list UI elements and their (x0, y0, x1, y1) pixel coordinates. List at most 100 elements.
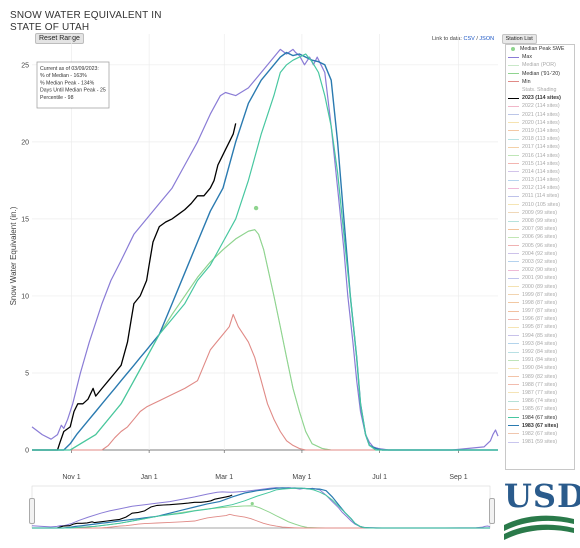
legend-item[interactable]: 2019 (114 sites) (506, 127, 574, 135)
legend-item[interactable]: 1995 (87 sites) (506, 323, 574, 331)
legend-swatch (508, 97, 519, 99)
json-link[interactable]: JSON (479, 36, 495, 42)
stats-box-line: Current as of 03/09/2023: (40, 66, 99, 72)
legend-item[interactable]: Median (POR) (506, 61, 574, 69)
range-handle-right[interactable] (489, 498, 495, 524)
legend-item[interactable]: 1988 (77 sites) (506, 381, 574, 389)
legend-item[interactable]: 2010 (105 sites) (506, 201, 574, 209)
legend-item[interactable]: 1998 (87 sites) (506, 299, 574, 307)
stats-box-line: Days Until Median Peak - 25 (40, 88, 106, 94)
legend-swatch (508, 228, 519, 230)
legend-item[interactable]: 2008 (99 sites) (506, 217, 574, 225)
legend-label: 2010 (105 sites) (522, 201, 560, 208)
legend-swatch (508, 294, 519, 296)
legend-item[interactable]: 2022 (114 sites) (506, 102, 574, 110)
range-handle-left[interactable] (29, 498, 35, 524)
legend-item[interactable]: 1994 (85 sites) (506, 332, 574, 340)
legend-swatch (508, 171, 519, 173)
legend-item[interactable]: 2006 (96 sites) (506, 233, 574, 241)
legend-item[interactable]: 2023 (114 sites) (506, 94, 574, 102)
median-peak-marker[interactable] (253, 205, 259, 211)
legend-label: 1991 (84 sites) (522, 357, 558, 364)
legend-item[interactable]: 1987 (77 sites) (506, 389, 574, 397)
legend-item[interactable]: 1983 (67 sites) (506, 422, 574, 430)
legend-swatch (508, 64, 519, 66)
station-list-button[interactable]: Station List (501, 34, 537, 44)
legend-item[interactable]: 2000 (89 sites) (506, 282, 574, 290)
legend-item[interactable]: 1991 (84 sites) (506, 356, 574, 364)
legend-swatch (508, 114, 519, 116)
legend-swatch (508, 130, 519, 132)
legend-item[interactable]: 2009 (99 sites) (506, 209, 574, 217)
range-navigator[interactable] (31, 485, 491, 529)
legend-swatch (508, 359, 519, 361)
legend-item[interactable]: 1993 (84 sites) (506, 340, 574, 348)
legend-label: 2011 (114 sites) (522, 193, 560, 200)
legend-label: 2004 (92 sites) (522, 250, 558, 257)
y-tick-label: 15 (21, 216, 29, 223)
legend-item[interactable]: 1989 (82 sites) (506, 373, 574, 381)
legend-item[interactable]: 1984 (67 sites) (506, 413, 574, 421)
legend-item[interactable]: 1982 (67 sites) (506, 430, 574, 438)
legend-item[interactable]: Median ('91-'20) (506, 70, 574, 78)
legend-item[interactable]: 2005 (96 sites) (506, 242, 574, 250)
legend-item[interactable]: 2001 (90 sites) (506, 274, 574, 282)
legend-label: 1994 (85 sites) (522, 332, 558, 339)
legend-label: 1986 (74 sites) (522, 398, 558, 405)
legend-item[interactable]: 2004 (92 sites) (506, 250, 574, 258)
legend-item[interactable]: 2003 (92 sites) (506, 258, 574, 266)
legend-item[interactable]: 1986 (74 sites) (506, 397, 574, 405)
y-tick-label: 0 (25, 448, 29, 455)
legend-item[interactable]: 2016 (114 sites) (506, 151, 574, 159)
legend-item[interactable]: 2011 (114 sites) (506, 192, 574, 200)
legend-item[interactable]: Max (506, 53, 574, 61)
csv-link[interactable]: CSV (463, 36, 475, 42)
legend-item[interactable]: Median Peak SWE (506, 45, 574, 53)
legend-item[interactable]: 2012 (114 sites) (506, 184, 574, 192)
series-line-median-91-20[interactable] (32, 229, 498, 451)
legend-item[interactable]: 1985 (67 sites) (506, 405, 574, 413)
legend-label: 1999 (87 sites) (522, 291, 558, 298)
legend-label: 2018 (113 sites) (522, 136, 560, 143)
legend-swatch (508, 155, 519, 157)
series-line-min[interactable] (32, 313, 498, 451)
title-line-2: STATE OF UTAH (10, 22, 90, 33)
legend-item[interactable]: 2007 (98 sites) (506, 225, 574, 233)
legend-label: 2017 (114 sites) (522, 144, 560, 151)
legend-item[interactable]: 2002 (90 sites) (506, 266, 574, 274)
legend-item[interactable]: 2020 (114 sites) (506, 119, 574, 127)
legend-item[interactable]: 2013 (114 sites) (506, 176, 574, 184)
legend-swatch (508, 302, 519, 304)
y-tick-label: 20 (21, 139, 29, 146)
series-layer (31, 48, 499, 451)
series-line-max[interactable] (31, 48, 499, 451)
legend-item[interactable]: 1990 (84 sites) (506, 364, 574, 372)
legend-label: 2021 (114 sites) (522, 111, 560, 118)
legend-item[interactable]: 2021 (114 sites) (506, 111, 574, 119)
series-line-1983-67-sites[interactable] (32, 51, 498, 451)
legend-item[interactable]: 1996 (87 sites) (506, 315, 574, 323)
series-line-1984-67-sites[interactable] (32, 53, 498, 451)
series-line-2023-114-sites[interactable] (32, 123, 237, 451)
legend-label: 2015 (114 sites) (522, 160, 560, 167)
legend-item[interactable]: 2015 (114 sites) (506, 160, 574, 168)
legend-item[interactable]: 2018 (113 sites) (506, 135, 574, 143)
navigator-series-line (32, 494, 233, 529)
legend-swatch (508, 138, 519, 140)
legend-item[interactable]: Stats. Shading (506, 86, 574, 94)
x-tick-label: May 1 (292, 474, 311, 481)
legend-item[interactable]: 1997 (87 sites) (506, 307, 574, 315)
legend-label: 2003 (92 sites) (522, 258, 558, 265)
legend-item[interactable]: 1981 (59 sites) (506, 438, 574, 446)
legend-swatch (508, 408, 519, 410)
navigator-median-peak-marker (250, 501, 254, 506)
legend-item[interactable]: 2017 (114 sites) (506, 143, 574, 151)
series-line-median-por[interactable] (32, 229, 498, 451)
navigator-series-line (32, 487, 490, 529)
reset-range-button[interactable]: Reset Range (35, 33, 84, 44)
legend-item[interactable]: 2014 (114 sites) (506, 168, 574, 176)
legend-item[interactable]: 1999 (87 sites) (506, 291, 574, 299)
legend-item[interactable]: Min (506, 78, 574, 86)
legend-item[interactable]: 1992 (84 sites) (506, 348, 574, 356)
